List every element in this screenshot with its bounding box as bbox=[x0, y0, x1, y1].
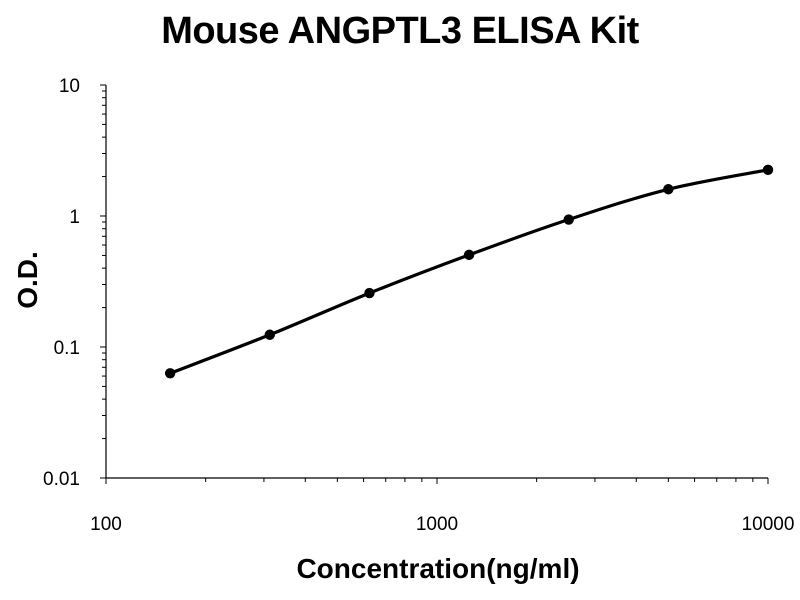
y-tick-label: 10 bbox=[59, 76, 80, 97]
y-tick-label: 0.1 bbox=[54, 338, 80, 359]
data-point bbox=[663, 184, 674, 195]
series-line bbox=[168, 168, 770, 375]
chart-title: Mouse ANGPTL3 ELISA Kit bbox=[161, 10, 639, 52]
data-point bbox=[563, 214, 574, 225]
x-tick-label: 10000 bbox=[742, 514, 795, 535]
data-point bbox=[762, 164, 774, 176]
y-tick-label: 0.01 bbox=[43, 469, 80, 490]
x-tick-label: 100 bbox=[90, 514, 122, 535]
data-point bbox=[463, 249, 475, 261]
data-point bbox=[364, 287, 375, 299]
x-axis-label: Concentration(ng/ml) bbox=[296, 553, 580, 584]
data-point bbox=[164, 368, 176, 379]
x-tick-label: 1000 bbox=[416, 514, 458, 535]
y-tick-label: 1 bbox=[69, 207, 80, 228]
data-point bbox=[264, 329, 275, 340]
